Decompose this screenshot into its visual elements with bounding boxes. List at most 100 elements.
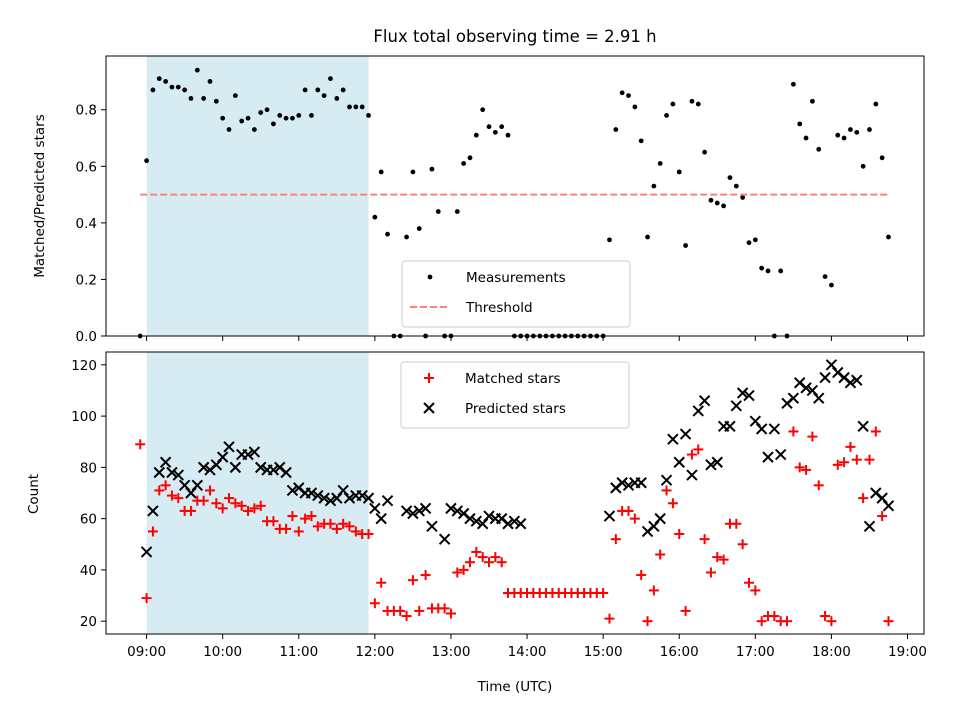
matched-star-point	[731, 518, 742, 529]
predicted-star-point	[381, 494, 394, 507]
matched-star-point	[407, 575, 418, 586]
predicted-star-point	[686, 469, 698, 481]
predicted-star-point	[483, 510, 495, 522]
y-tick-label: 0.0	[76, 329, 97, 345]
measurement-point	[340, 87, 346, 93]
measurement-point	[239, 118, 245, 124]
matched-star-point	[344, 521, 355, 532]
predicted-star-point	[774, 448, 787, 461]
matched-star-point	[813, 480, 824, 491]
measurement-point	[607, 237, 612, 243]
measurement-point	[290, 115, 295, 121]
predicted-star-point	[216, 451, 229, 463]
matched-star-point	[281, 523, 292, 534]
predicted-star-point	[844, 377, 857, 389]
matched-star-point	[236, 500, 247, 511]
matched-star-point	[851, 454, 862, 465]
matched-star-point	[471, 546, 482, 557]
measurement-point	[480, 107, 486, 113]
predicted-star-point	[603, 510, 616, 522]
measurement-point	[619, 90, 625, 96]
bottom-y-axis-label: Count	[26, 474, 42, 514]
matched-star-point	[243, 505, 254, 516]
matched-star-point	[870, 426, 881, 437]
y-tick-label: 100	[71, 409, 97, 425]
matched-star-point	[826, 616, 837, 627]
matched-star-point	[160, 480, 171, 491]
measurement-point	[347, 104, 352, 110]
predicted-star-point	[153, 466, 165, 479]
matched-star-point	[604, 613, 615, 624]
matched-star-point	[756, 616, 767, 627]
measurement-point	[860, 163, 866, 169]
matched-star-point	[807, 431, 818, 442]
measurement-point	[841, 135, 847, 141]
measurement-point	[835, 132, 841, 138]
predicted-star-point	[229, 461, 242, 474]
measurement-point	[334, 96, 340, 101]
predicted-star-point	[369, 502, 381, 515]
predicted-star-point	[654, 512, 666, 525]
matched-star-point	[166, 490, 177, 501]
predicted-star-point	[508, 515, 521, 527]
measurement-point	[867, 127, 872, 132]
matched-star-point	[712, 552, 723, 563]
matched-star-point	[737, 539, 748, 550]
matched-star-point	[230, 498, 241, 509]
top-legend: Measurements Threshold	[401, 260, 631, 328]
measurement-point	[271, 121, 276, 127]
measurement-point	[879, 155, 885, 161]
measurement-point	[651, 183, 657, 189]
measurement-point	[702, 149, 707, 155]
measurement-point	[759, 265, 765, 271]
predicted-star-point	[819, 371, 831, 384]
predicted-star-point	[730, 400, 743, 412]
measurement-point	[207, 79, 213, 84]
matched-star-point	[135, 439, 146, 450]
matched-star-point	[141, 593, 152, 604]
measurement-point	[378, 169, 384, 175]
measurement-point	[829, 282, 834, 288]
legend-label: Predicted stars	[465, 401, 566, 417]
predicted-star-point	[514, 518, 527, 530]
predicted-star-point	[375, 512, 387, 525]
predicted-star-point	[813, 392, 825, 404]
matched-star-point	[801, 464, 812, 475]
measurement-point	[435, 209, 441, 214]
bottom-axes: 09:00 10:00 11:00 12:00 13:00 14:00 15:00 16:00…	[26, 351, 927, 695]
legend-label: Measurements	[466, 270, 566, 286]
measurement-point	[328, 76, 333, 82]
measurement-point	[245, 115, 251, 121]
legend-box	[401, 260, 631, 328]
matched-star-point	[490, 552, 501, 563]
measurement-point	[645, 234, 650, 240]
matched-star-point	[338, 518, 349, 529]
matched-star-point	[743, 577, 754, 588]
measurement-point	[150, 87, 156, 93]
matched-star-point	[331, 523, 342, 534]
predicted-star-point	[147, 505, 159, 517]
predicted-star-point	[736, 387, 749, 399]
measurement-point	[626, 93, 631, 98]
measurement-point	[752, 237, 758, 243]
measurement-point	[740, 195, 746, 200]
matched-star-point	[439, 603, 450, 614]
predicted-star-point	[223, 441, 235, 453]
predicted-star-point	[267, 464, 280, 476]
measurement-point	[296, 112, 302, 118]
predicted-star-point	[673, 456, 685, 468]
matched-star-point	[864, 454, 875, 465]
predicted-star-point	[743, 389, 755, 402]
top-axes-frame	[105, 55, 925, 337]
matched-star-point	[655, 549, 666, 560]
measurement-point	[809, 98, 815, 104]
matched-star-point	[401, 611, 412, 622]
measurement-point	[657, 161, 663, 166]
predicted-star-point	[445, 502, 457, 515]
measurement-point	[632, 104, 638, 110]
measurement-point	[226, 127, 232, 132]
x-tick-label: 17:00	[736, 644, 775, 660]
predicted-star-point	[470, 515, 483, 527]
matched-star-point	[363, 529, 374, 540]
measurement-point	[201, 96, 207, 101]
